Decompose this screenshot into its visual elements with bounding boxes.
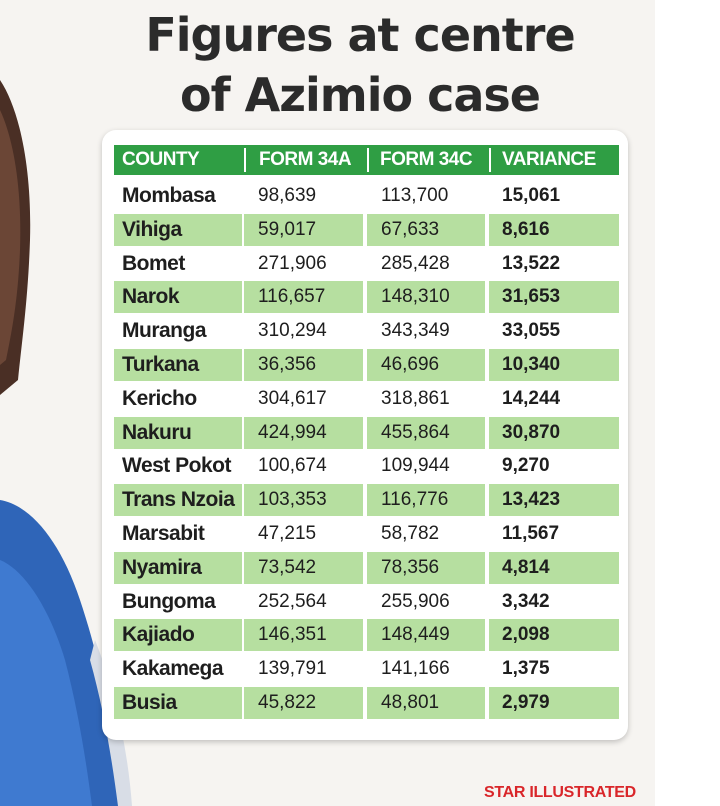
form-34a-cell: 59,017: [244, 214, 363, 246]
county-cell: Muranga: [122, 319, 207, 342]
table-row: Narok 116,657 148,310 31,653: [114, 281, 619, 315]
form-34c-cell: 148,310: [367, 281, 485, 313]
variance-cell: 3,342: [502, 591, 550, 612]
variance-cell: 13,423: [489, 484, 619, 516]
table-row: Vihiga 59,017 67,633 8,616: [114, 214, 619, 248]
variance-cell: 8,616: [489, 214, 619, 246]
form-34a-cell: 304,617: [258, 388, 327, 409]
table-row: Nakuru 424,994 455,864 30,870: [114, 417, 619, 451]
form-34c-cell: 141,166: [381, 658, 450, 679]
table-row: Turkana 36,356 46,696 10,340: [114, 349, 619, 383]
variance-cell: 30,870: [489, 417, 619, 449]
form-34c-cell: 113,700: [381, 185, 449, 206]
header-county: COUNTY: [122, 149, 200, 170]
county-cell: West Pokot: [122, 454, 231, 477]
county-cell: Mombasa: [122, 184, 216, 207]
table-row: Muranga 310,294 343,349 33,055: [114, 315, 619, 349]
form-34c-cell: 318,861: [381, 388, 450, 409]
form-34c-cell: 285,428: [381, 253, 450, 274]
header-divider: [367, 148, 369, 172]
form-34a-cell: 47,215: [258, 523, 317, 544]
variance-cell: 1,375: [502, 658, 550, 679]
table-row: Nyamira 73,542 78,356 4,814: [114, 552, 619, 586]
county-cell: Nyamira: [114, 552, 242, 584]
county-cell: Marsabit: [122, 522, 205, 545]
form-34a-cell: 310,294: [258, 320, 327, 341]
county-cell: Trans Nzoia: [114, 484, 242, 516]
table-row: Kajiado 146,351 148,449 2,098: [114, 619, 619, 653]
form-34c-cell: 67,633: [367, 214, 485, 246]
chart-title-line-1: Figures at centre: [145, 8, 575, 62]
variance-cell: 33,055: [502, 320, 561, 341]
county-cell: Busia: [114, 687, 242, 719]
form-34a-cell: 424,994: [244, 417, 363, 449]
form-34c-cell: 455,864: [367, 417, 485, 449]
form-34a-cell: 45,822: [244, 687, 363, 719]
form-34a-cell: 98,639: [258, 185, 317, 206]
form-34a-cell: 271,906: [258, 253, 327, 274]
credit-label: STAR ILLUSTRATED: [484, 784, 636, 801]
table-row: Kakamega 139,791 141,166 1,375: [114, 653, 619, 687]
header-divider: [489, 148, 491, 172]
header-divider: [244, 148, 246, 172]
table-row: Busia 45,822 48,801 2,979: [114, 687, 619, 721]
variance-cell: 10,340: [489, 349, 619, 381]
variance-cell: 2,098: [489, 619, 619, 651]
variance-cell: 31,653: [489, 281, 619, 313]
form-34a-cell: 103,353: [244, 484, 363, 516]
table-row: Bomet 271,906 285,428 13,522: [114, 248, 619, 282]
form-34a-cell: 116,657: [244, 281, 363, 313]
header-form-34c: FORM 34C: [380, 149, 473, 170]
variance-cell: 15,061: [502, 185, 561, 206]
table-row: Bungoma 252,564 255,906 3,342: [114, 586, 619, 620]
form-34a-cell: 139,791: [258, 658, 327, 679]
form-34c-cell: 78,356: [367, 552, 485, 584]
table-row: Marsabit 47,215 58,782 11,567: [114, 518, 619, 552]
variance-cell: 4,814: [489, 552, 619, 584]
form-34a-cell: 73,542: [244, 552, 363, 584]
table-row: Trans Nzoia 103,353 116,776 13,423: [114, 484, 619, 518]
variance-cell: 13,522: [502, 253, 561, 274]
county-cell: Bomet: [122, 252, 185, 275]
table-header: COUNTY FORM 34A FORM 34C VARIANCE: [114, 145, 619, 175]
county-cell: Narok: [114, 281, 242, 313]
form-34c-cell: 148,449: [367, 619, 485, 651]
table-row: Kericho 304,617 318,861 14,244: [114, 383, 619, 417]
variance-cell: 14,244: [502, 388, 561, 409]
variance-cell: 11,567: [502, 523, 560, 544]
header-form-34a: FORM 34A: [259, 149, 352, 170]
variance-cell: 2,979: [489, 687, 619, 719]
county-cell: Kakamega: [122, 657, 224, 680]
form-34c-cell: 109,944: [381, 455, 450, 476]
county-cell: Kericho: [122, 387, 197, 410]
form-34c-cell: 46,696: [367, 349, 485, 381]
form-34c-cell: 255,906: [381, 591, 450, 612]
form-34a-cell: 100,674: [258, 455, 327, 476]
table-row: West Pokot 100,674 109,944 9,270: [114, 450, 619, 484]
chart-title-line-2: of Azimio case: [180, 68, 541, 122]
table-row: Mombasa 98,639 113,700 15,061: [114, 180, 619, 214]
form-34c-cell: 48,801: [367, 687, 485, 719]
form-34a-cell: 252,564: [258, 591, 327, 612]
form-34a-cell: 146,351: [244, 619, 363, 651]
county-cell: Vihiga: [114, 214, 242, 246]
form-34c-cell: 116,776: [367, 484, 485, 516]
form-34a-cell: 36,356: [244, 349, 363, 381]
county-cell: Kajiado: [114, 619, 242, 651]
header-variance: VARIANCE: [502, 149, 596, 170]
variance-cell: 9,270: [502, 455, 550, 476]
county-cell: Nakuru: [114, 417, 242, 449]
county-cell: Bungoma: [122, 590, 216, 613]
county-cell: Turkana: [114, 349, 242, 381]
form-34c-cell: 58,782: [381, 523, 440, 544]
form-34c-cell: 343,349: [381, 320, 450, 341]
